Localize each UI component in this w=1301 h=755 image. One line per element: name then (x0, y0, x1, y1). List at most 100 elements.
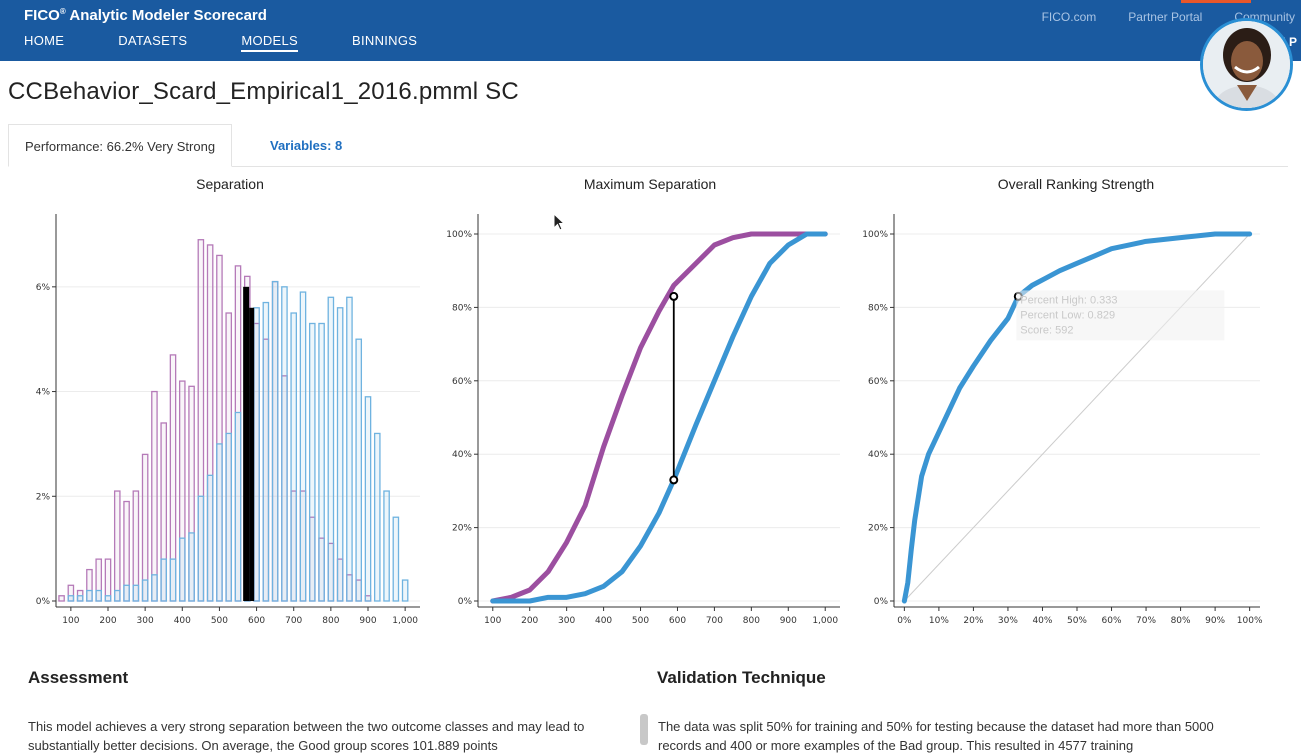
x-tick-label: 50% (1067, 616, 1087, 626)
tab-bar: Performance: 66.2% Very Strong Variables… (8, 124, 1288, 167)
bad-bar (281, 286, 288, 602)
bad-bar (123, 584, 130, 602)
x-tick-label: 100 (62, 616, 79, 626)
x-tick-label: 700 (285, 616, 302, 626)
bad-bar (318, 322, 325, 602)
x-tick-label: 70% (1136, 616, 1156, 626)
good-cumulative-line (490, 231, 828, 604)
bad-bar (132, 584, 140, 602)
person-icon (1203, 21, 1290, 108)
y-tick-label: 6% (36, 283, 51, 293)
bad-bar (169, 558, 177, 602)
x-tick-label: 60% (1102, 616, 1122, 626)
tooltip-line: Score: 592 (1020, 324, 1073, 336)
tooltip-box (1016, 290, 1225, 341)
tab-variables[interactable]: Variables: 8 (270, 138, 343, 153)
x-tick-label: 90% (1205, 616, 1225, 626)
bad-bar (401, 579, 409, 602)
y-tick-label: 80% (452, 303, 472, 313)
x-tick-label: 200 (99, 616, 116, 626)
x-tick-label: 600 (669, 616, 686, 626)
good-bar (151, 390, 158, 602)
x-tick-label: 10% (929, 616, 949, 626)
x-tick-label: 30% (998, 616, 1018, 626)
bad-bar (271, 280, 279, 602)
nav-home[interactable]: HOME (24, 33, 65, 48)
bad-bar (76, 595, 84, 602)
brand-product: Analytic Modeler Scorecard (65, 7, 267, 24)
x-tick-label: 1,000 (812, 616, 838, 626)
scroll-indicator[interactable] (640, 714, 648, 745)
chart-title: Separation (196, 176, 264, 192)
nav-models[interactable]: MODELS (241, 33, 299, 52)
max-separation-chart: Maximum Separation 0% 20% 40% 60% 80% 100% 100… (440, 176, 860, 636)
y-tick-label: 20% (452, 524, 472, 534)
ranking-strength-chart: Overall Ranking Strength 0% 20% 40% 60% 80% 1… (860, 176, 1292, 636)
bad-bar (355, 338, 363, 602)
good-bar (113, 490, 121, 602)
utility-links: FICO.com Partner Portal Community (1010, 10, 1295, 24)
random-baseline (903, 233, 1251, 602)
presenter-avatar (1200, 18, 1293, 111)
y-tick-label: 60% (452, 377, 472, 387)
y-tick-label: 0% (36, 597, 51, 607)
y-tick-label: 0% (458, 597, 473, 607)
x-tick-label: 800 (743, 616, 760, 626)
bad-bar (364, 396, 372, 602)
max-separation-plot[interactable]: 0% 20% 40% 60% 80% 100% 100 200 300 400 500 600 700 8… (440, 204, 860, 654)
x-tick-label: 400 (174, 616, 191, 626)
app-title[interactable]: FICO® Analytic Modeler Scorecard (24, 7, 267, 24)
bad-bar (188, 532, 195, 602)
mouse-cursor-icon (553, 213, 566, 231)
bad-bar (262, 301, 270, 602)
bad-bar (67, 595, 75, 602)
x-tick-label: 100% (1237, 616, 1263, 626)
cutoff-bar (243, 286, 250, 601)
validation-heading: Validation Technique (657, 668, 826, 687)
bad-bar (151, 574, 158, 602)
good-bar (58, 595, 65, 602)
bad-bar (290, 312, 298, 602)
bad-bar (225, 432, 233, 602)
bad-bar (383, 490, 390, 602)
x-tick-label: 20% (963, 616, 983, 626)
bad-bar (234, 411, 242, 602)
cutoff-bar (249, 307, 255, 601)
x-tick-label: 700 (706, 616, 723, 626)
bad-bar (86, 589, 93, 602)
bad-bar (113, 589, 121, 602)
nav-binnings[interactable]: BINNINGS (352, 33, 418, 48)
x-tick-label: 900 (780, 616, 797, 626)
ranking-curve (901, 231, 1253, 604)
bad-bar (141, 579, 149, 602)
chart-title: Overall Ranking Strength (997, 176, 1155, 192)
accent-strip (1181, 0, 1251, 3)
y-tick-label: 20% (868, 524, 888, 534)
bad-bar (253, 307, 260, 602)
link-partner-portal[interactable]: Partner Portal (1128, 10, 1203, 24)
bad-bar (346, 296, 353, 602)
tooltip-line: Percent High: 0.333 (1020, 294, 1117, 306)
bad-bar (178, 537, 186, 602)
bad-cumulative-line (490, 231, 828, 604)
y-tick-label: 0% (874, 597, 889, 607)
x-tick-label: 500 (632, 616, 649, 626)
ranking-strength-plot[interactable]: 0% 20% 40% 60% 80% 100% 0% 10% 20% 30% 40% 50% 60% 70… (860, 204, 1292, 654)
tooltip-line: Percent Low: 0.829 (1020, 309, 1115, 321)
y-tick-label: 100% (446, 230, 472, 240)
y-tick-label: 100% (862, 230, 888, 240)
x-tick-label: 80% (1171, 616, 1191, 626)
max-separation-point (669, 475, 679, 485)
bad-bar (327, 296, 335, 602)
bad-bar (95, 589, 103, 602)
assessment-heading: Assessment (28, 668, 129, 687)
separation-plot[interactable]: 0% 2% 4% 6% 100 200 300 400 500 600 700 800 900 1,000 (20, 204, 440, 654)
bad-bar (160, 558, 168, 602)
link-fico[interactable]: FICO.com (1041, 10, 1097, 24)
x-tick-label: 1,000 (392, 616, 418, 626)
chart-title: Maximum Separation (583, 176, 717, 192)
bad-bar (392, 516, 400, 602)
nav-datasets[interactable]: DATASETS (118, 33, 188, 48)
separation-chart: Separation 0% 2% 4% 6% 100 200 300 400 500 600 700… (20, 176, 440, 636)
tab-performance[interactable]: Performance: 66.2% Very Strong (8, 124, 233, 167)
